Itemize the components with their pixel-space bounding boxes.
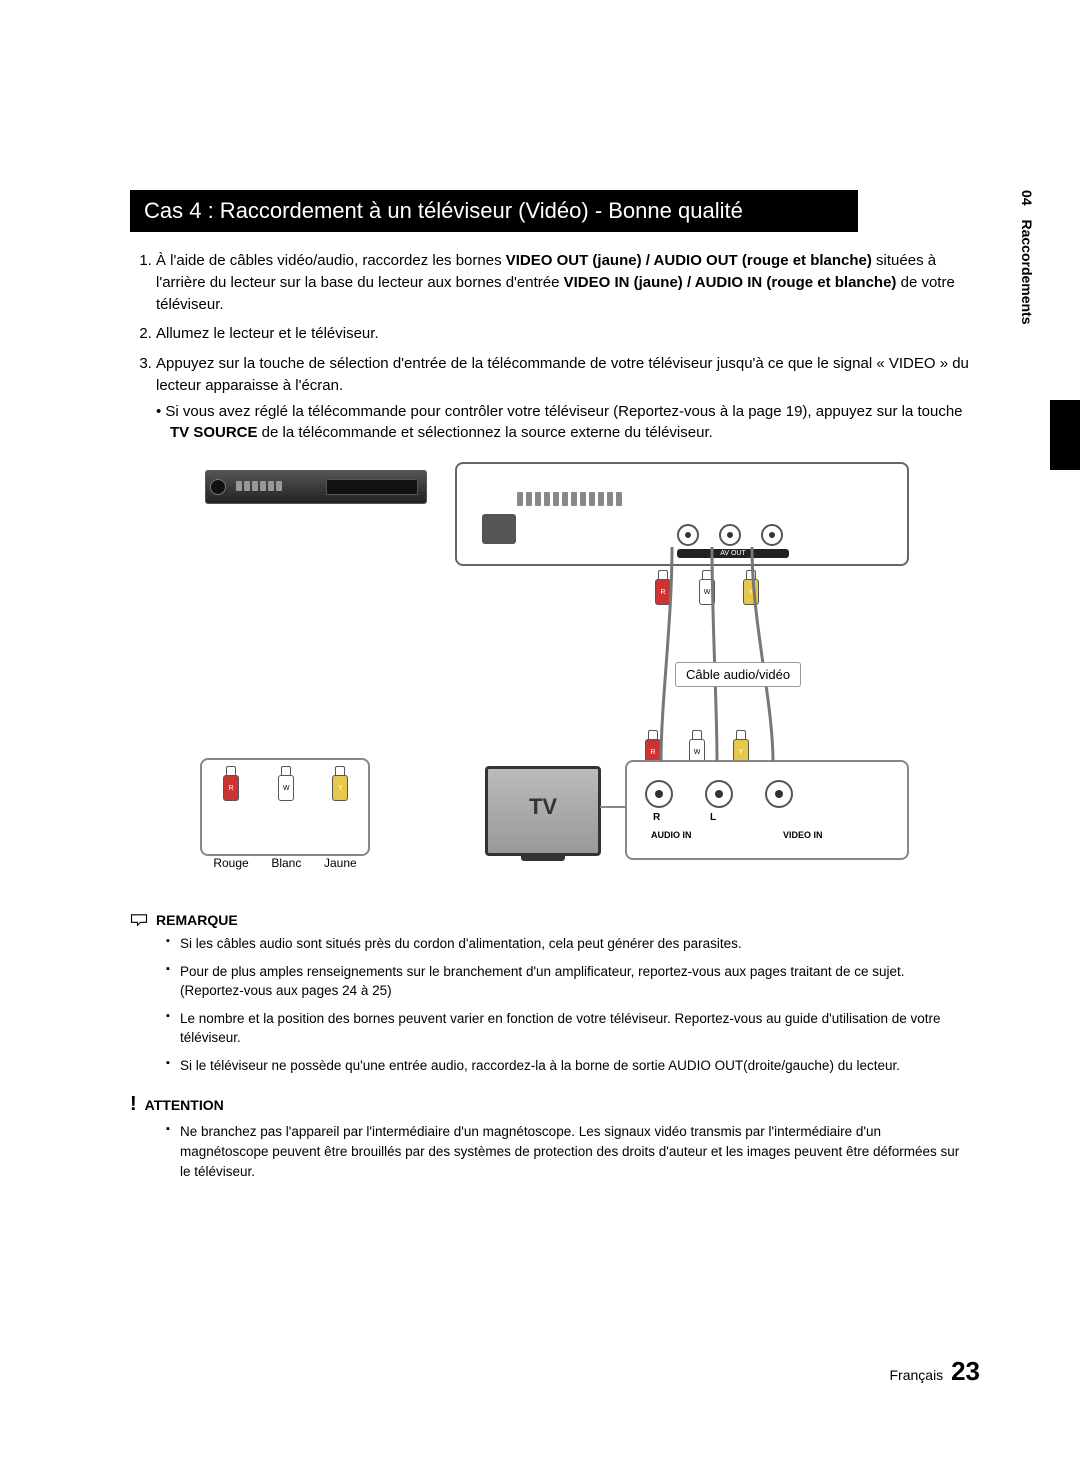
power-dial-icon <box>210 479 226 495</box>
legend-white-label: Blanc <box>271 856 301 870</box>
step1-bold-2: VIDEO IN (jaune) / AUDIO IN (rouge et bl… <box>564 274 897 291</box>
attention-item: Ne branchez pas l'appareil par l'intermé… <box>166 1122 970 1181</box>
steps-list: À l'aide de câbles vidéo/audio, raccorde… <box>130 250 976 444</box>
plug-red-top: R <box>655 570 671 612</box>
note-icon <box>130 913 148 927</box>
tv-audio-l-jack-icon <box>705 780 733 808</box>
remarque-heading-text: REMARQUE <box>156 912 238 928</box>
tv-screen-label: TV <box>529 794 557 820</box>
remarque-list: Si les câbles audio sont situés près du … <box>130 934 970 1075</box>
step1-text-a: À l'aide de câbles vidéo/audio, raccorde… <box>156 252 506 269</box>
step-2: Allumez le lecteur et le téléviseur. <box>156 323 976 345</box>
attention-list: Ne branchez pas l'appareil par l'intermé… <box>130 1122 970 1181</box>
tv-video-jack-icon <box>765 780 793 808</box>
tv-video-in-label: VIDEO IN <box>783 830 823 840</box>
av-out-ports <box>677 524 783 546</box>
footer-lang: Français <box>890 1367 944 1383</box>
plug-white-top: W <box>699 570 715 612</box>
step-1: À l'aide de câbles vidéo/audio, raccorde… <box>156 250 976 315</box>
tv-audio-in-label: AUDIO IN <box>651 830 692 840</box>
footer-page-number: 23 <box>951 1356 980 1386</box>
vent-icon <box>517 492 622 506</box>
video-port-icon <box>761 524 783 546</box>
step3-sub-c: de la télécommande et sélectionnez la so… <box>258 424 713 441</box>
remarque-item: Pour de plus amples renseignements sur l… <box>166 962 970 1001</box>
legend-red: R Rouge <box>213 766 248 870</box>
tv-l-label: L <box>710 812 716 823</box>
section-title: Cas 4 : Raccordement à un téléviseur (Vi… <box>130 190 858 232</box>
tv-input-panel: R L AUDIO IN VIDEO IN <box>625 760 909 860</box>
plug-yellow-top: Y <box>743 570 759 612</box>
remarque-heading: REMARQUE <box>130 912 970 928</box>
remarque-item: Si le téléviseur ne possède qu'une entré… <box>166 1056 970 1076</box>
step3-text: Appuyez sur la touche de sélection d'ent… <box>156 355 969 394</box>
warning-icon: ! <box>130 1093 137 1116</box>
attention-heading-text: ATTENTION <box>145 1097 224 1113</box>
legend-yellow: Y Jaune <box>324 766 357 870</box>
cable-legend: R Rouge W Blanc Y Jaune <box>200 758 370 856</box>
cable-label: Câble audio/vidéo <box>675 662 801 687</box>
top-plugs: R W Y <box>655 570 759 612</box>
step3-sub-b: TV SOURCE <box>170 424 258 441</box>
front-buttons <box>236 481 282 491</box>
tv-r-label: R <box>653 812 660 823</box>
page: 04 Raccordements Cas 4 : Raccordement à … <box>0 0 1080 1477</box>
step-3: Appuyez sur la touche de sélection d'ent… <box>156 353 976 444</box>
remarque-item: Le nombre et la position des bornes peuv… <box>166 1009 970 1048</box>
chapter-number: 04 <box>1019 190 1035 206</box>
step3-sub: • Si vous avez réglé la télécommande pou… <box>156 401 976 445</box>
lan-adapter-icon <box>482 514 516 544</box>
remarque-block: REMARQUE Si les câbles audio sont situés… <box>130 912 970 1075</box>
player-back-panel: AV OUT <box>455 462 909 566</box>
side-marker <box>1050 400 1080 470</box>
av-out-label: AV OUT <box>677 549 789 558</box>
legend-white: W Blanc <box>271 766 301 870</box>
page-footer: Français 23 <box>890 1356 981 1387</box>
attention-block: ! ATTENTION Ne branchez pas l'appareil p… <box>130 1093 970 1181</box>
connection-diagram: AV OUT R W Y R W Y Câble audio/vidéo TV … <box>205 462 905 892</box>
attention-heading: ! ATTENTION <box>130 1093 970 1116</box>
legend-red-label: Rouge <box>213 856 248 870</box>
audio-r-port-icon <box>719 524 741 546</box>
disc-tray-icon <box>326 479 418 495</box>
chapter-label: Raccordements <box>1019 219 1035 324</box>
player-front-panel <box>205 470 427 504</box>
tv-icon: TV <box>485 766 601 856</box>
step3-sub-a: • Si vous avez réglé la télécommande pou… <box>156 403 963 420</box>
audio-l-port-icon <box>677 524 699 546</box>
remarque-item: Si les câbles audio sont situés près du … <box>166 934 970 954</box>
tv-audio-r-jack-icon <box>645 780 673 808</box>
chapter-tab: 04 Raccordements <box>1019 190 1035 325</box>
step1-bold-1: VIDEO OUT (jaune) / AUDIO OUT (rouge et … <box>506 252 872 269</box>
legend-yellow-label: Jaune <box>324 856 357 870</box>
